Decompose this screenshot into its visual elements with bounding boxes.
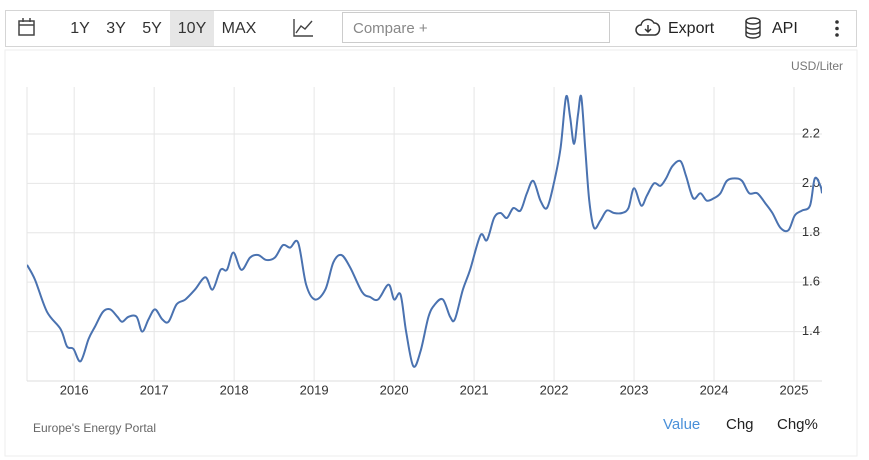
y-tick-label: 1.4 xyxy=(802,323,820,338)
export-button[interactable]: Export xyxy=(668,20,715,37)
export-icon[interactable] xyxy=(634,11,662,46)
y-tick-label: 1.6 xyxy=(802,274,820,289)
range-button[interactable]: 5Y xyxy=(142,20,162,37)
y-tick-label: 2.0 xyxy=(802,175,820,190)
price-line xyxy=(27,94,822,368)
api-button[interactable]: API xyxy=(772,20,798,37)
calendar-icon[interactable] xyxy=(16,11,38,46)
x-tick-label: 2023 xyxy=(620,382,649,397)
chart-type-icon[interactable] xyxy=(291,11,315,46)
range-button[interactable]: 3Y xyxy=(106,20,126,37)
unit-label: USD/Liter xyxy=(791,59,843,73)
range-button[interactable]: 1Y xyxy=(70,20,90,37)
chart-panel xyxy=(4,49,858,457)
x-tick-label: 2017 xyxy=(140,382,169,397)
view-tab[interactable]: Chg xyxy=(726,416,754,433)
x-tick-label: 2025 xyxy=(780,382,809,397)
range-button[interactable]: 10Y xyxy=(170,11,214,46)
x-tick-label: 2024 xyxy=(700,382,729,397)
x-tick-label: 2018 xyxy=(220,382,249,397)
y-tick-label: 1.8 xyxy=(802,224,820,239)
view-tab[interactable]: Value xyxy=(663,416,701,433)
x-tick-label: 2019 xyxy=(300,382,329,397)
toolbar: 1Y 3Y 5Y 10Y MAX Compare + Export API xyxy=(5,10,857,47)
y-tick-label: 2.2 xyxy=(802,125,820,140)
x-tick-label: 2021 xyxy=(460,382,489,397)
x-tick-label: 2020 xyxy=(380,382,409,397)
api-icon[interactable] xyxy=(743,11,765,46)
more-menu[interactable] xyxy=(832,11,842,46)
x-tick-label: 2022 xyxy=(540,382,569,397)
source: Europe's Energy Portal xyxy=(33,421,156,435)
view-tab[interactable]: Chg% xyxy=(777,416,818,433)
compare-input[interactable]: Compare + xyxy=(342,12,610,43)
x-tick-label: 2016 xyxy=(60,382,89,397)
range-button[interactable]: MAX xyxy=(221,20,257,37)
